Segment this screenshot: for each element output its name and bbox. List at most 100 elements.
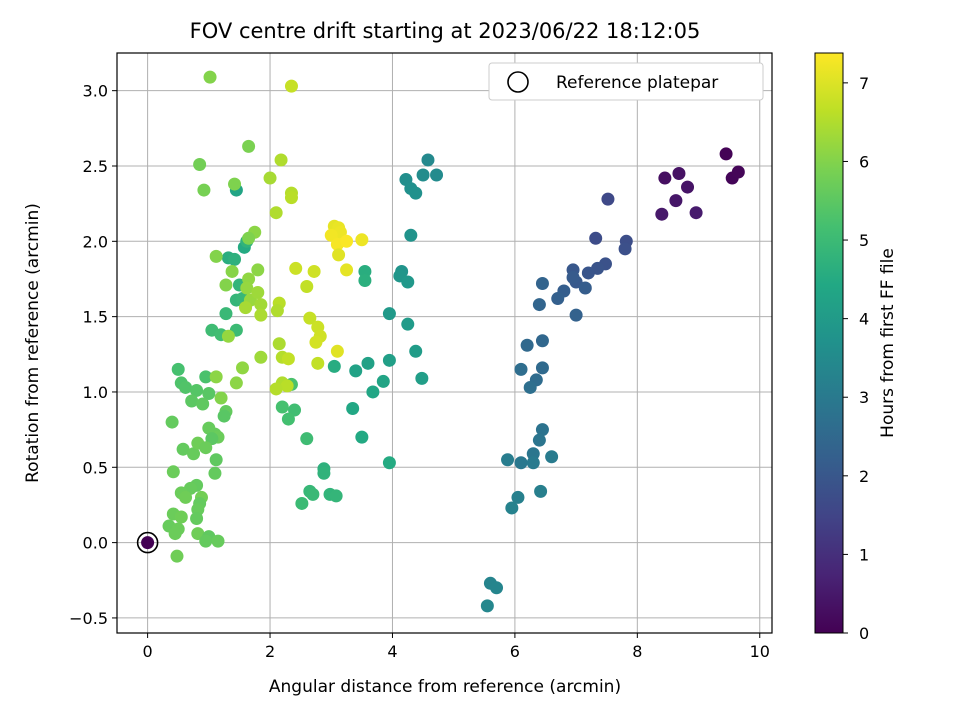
reference-point-dot [141, 536, 155, 550]
data-point-50 [404, 228, 418, 242]
data-point-178 [284, 79, 298, 93]
data-point-175 [311, 356, 325, 370]
colorbar-ticks: 0 1 2 3 4 5 6 7 [843, 74, 869, 643]
data-point-188 [340, 263, 354, 277]
data-point-187 [332, 248, 346, 262]
x-tick-label-1: 2 [265, 642, 275, 661]
data-point-102 [217, 409, 231, 423]
data-point-6 [669, 194, 683, 208]
data-point-65 [382, 456, 396, 470]
y-tick-label-7: 3.0 [83, 82, 108, 101]
data-point-21 [551, 292, 565, 306]
data-point-132 [170, 549, 184, 563]
data-point-94 [199, 370, 213, 384]
data-point-68 [358, 273, 372, 287]
data-point-142 [240, 281, 254, 295]
data-point-22 [569, 308, 583, 322]
data-point-58 [382, 353, 396, 367]
data-point-113 [208, 466, 222, 480]
chart-title: FOV centre drift starting at 2023/06/22 … [190, 19, 701, 43]
data-point-49 [409, 186, 423, 200]
data-point-144 [251, 286, 265, 300]
data-point-170 [300, 280, 314, 294]
colorbar-tick-label-5: 5 [859, 231, 869, 250]
reference-point-ring [136, 531, 159, 554]
data-point-186 [355, 233, 369, 247]
data-point-93 [171, 362, 185, 376]
x-axis-label: Angular distance from reference (arcmin) [269, 677, 621, 697]
data-point-61 [376, 374, 390, 388]
data-point-15 [581, 266, 595, 280]
data-point-9 [601, 192, 615, 206]
data-point-89 [219, 307, 233, 321]
data-point-137 [228, 177, 242, 191]
data-point-19 [578, 281, 592, 295]
data-point-38 [534, 484, 548, 498]
data-point-177 [307, 264, 321, 278]
data-point-60 [349, 364, 363, 378]
data-point-156 [242, 231, 256, 245]
colorbar-tick-label-0: 0 [859, 624, 869, 643]
data-point-12 [618, 242, 632, 256]
data-points [136, 70, 745, 613]
data-point-161 [269, 206, 283, 220]
data-point-43 [480, 599, 494, 613]
colorbar: 0 1 2 3 4 5 6 7 Hours from first FF file [814, 52, 898, 643]
data-point-168 [269, 382, 283, 396]
data-point-56 [409, 344, 423, 358]
data-point-79 [275, 400, 289, 414]
data-point-31 [535, 423, 549, 437]
data-point-163 [270, 304, 284, 318]
legend-box [488, 62, 764, 101]
data-point-3 [658, 171, 672, 185]
data-point-34 [514, 456, 528, 470]
data-point-134 [193, 157, 207, 171]
data-point-111 [199, 441, 213, 455]
data-point-75 [295, 496, 309, 510]
data-point-147 [254, 308, 268, 322]
data-point-135 [197, 183, 211, 197]
data-point-109 [187, 447, 201, 461]
data-point-160 [284, 191, 298, 205]
data-point-130 [211, 534, 225, 548]
data-point-185 [340, 234, 354, 248]
data-point-84 [228, 252, 242, 266]
y-tick-label-4: 1.5 [83, 308, 108, 327]
data-point-53 [401, 275, 415, 289]
data-point-26 [520, 338, 534, 352]
data-point-7 [655, 207, 669, 221]
data-point-36 [545, 450, 559, 464]
colorbar-label: Hours from first FF file [878, 248, 898, 438]
data-point-108 [176, 442, 190, 456]
grid-lines [117, 53, 772, 633]
data-point-59 [361, 356, 375, 370]
data-point-27 [535, 361, 549, 375]
data-point-165 [281, 352, 295, 366]
data-point-57 [415, 371, 429, 385]
data-point-140 [251, 263, 265, 277]
data-point-123 [174, 510, 188, 524]
legend-marker-reference [507, 71, 529, 93]
data-point-64 [355, 430, 369, 444]
data-point-74 [306, 487, 320, 501]
data-point-129 [199, 534, 213, 548]
data-point-154 [254, 350, 268, 364]
y-tick-label-1: 0.0 [83, 534, 108, 553]
data-point-174 [309, 335, 323, 349]
data-point-23 [535, 276, 549, 290]
data-point-45 [430, 168, 444, 182]
x-tick-label-5: 10 [750, 642, 770, 661]
data-point-42 [490, 581, 504, 595]
colorbar-tick-label-7: 7 [859, 74, 869, 93]
x-tick-label-0: 0 [143, 642, 153, 661]
data-point-167 [280, 379, 294, 393]
data-point-97 [190, 383, 204, 397]
data-point-148 [219, 278, 233, 292]
data-point-5 [681, 180, 695, 194]
data-point-0 [719, 147, 733, 161]
data-point-152 [235, 361, 249, 375]
y-tick-label-2: 0.5 [83, 458, 108, 477]
data-point-112 [209, 453, 223, 467]
data-point-8 [689, 206, 703, 220]
data-point-145 [254, 298, 268, 312]
